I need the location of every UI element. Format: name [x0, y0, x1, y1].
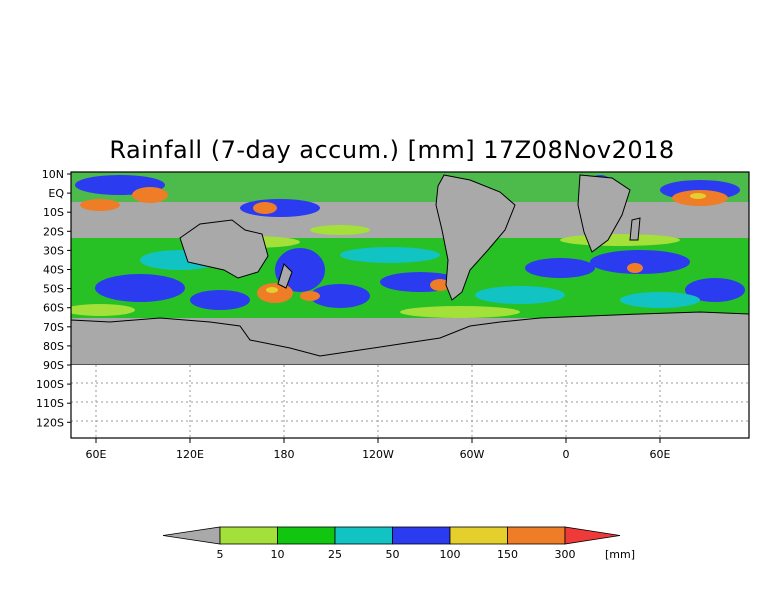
color-legend: 5 10 25 50 100 150 300 [mm] [162, 526, 635, 561]
legend-swatch [449, 526, 508, 545]
lat-label: 30S [43, 244, 64, 257]
very-heavy-rain-patches [80, 187, 728, 303]
lon-label: 180 [274, 448, 295, 461]
lat-label: 120S [36, 416, 64, 429]
lon-label: 120W [362, 448, 394, 461]
legend-threshold-label: 100 [440, 548, 461, 561]
moderate-rain-patches [140, 247, 700, 308]
lat-label: 60S [43, 302, 64, 315]
legend-swatch [277, 526, 336, 545]
lat-label: 40S [43, 264, 64, 277]
lon-label: 0 [563, 448, 570, 461]
legend-threshold-label: 10 [271, 548, 285, 561]
lat-label: EQ [48, 187, 64, 200]
lat-label: 10N [42, 168, 64, 181]
legend-unit-label: [mm] [605, 548, 635, 561]
legend-threshold-label: 25 [328, 548, 342, 561]
grid-lines [71, 365, 749, 438]
lat-label: 20S [43, 225, 64, 238]
rainfall-field [71, 172, 749, 438]
heavy-core-patches [266, 193, 706, 293]
map-frame [70, 171, 750, 439]
lon-label: 60E [86, 448, 107, 461]
lat-label: 80S [43, 340, 64, 353]
lat-label: 10S [43, 206, 64, 219]
legend-swatch [507, 526, 566, 545]
lat-label: 70S [43, 321, 64, 334]
tropical-band [71, 172, 749, 202]
legend-threshold-label: 5 [217, 548, 224, 561]
legend-swatch [392, 526, 451, 545]
legend-swatch-above [564, 526, 621, 545]
legend-threshold-label: 150 [497, 548, 518, 561]
legend-swatch-below [162, 526, 221, 545]
legend-threshold-label: 300 [555, 548, 576, 561]
lon-label: 120E [176, 448, 204, 461]
lon-label: 60W [460, 448, 485, 461]
longitude-labels: 60E 120E 180 120W 60W 0 60E [86, 438, 671, 461]
lat-label: 100S [36, 378, 64, 391]
lat-label: 90S [43, 359, 64, 372]
legend-swatch [219, 526, 278, 545]
lon-label: 60E [650, 448, 671, 461]
lat-label: 50S [43, 283, 64, 296]
legend-swatch [334, 526, 393, 545]
lat-label: 110S [36, 397, 64, 410]
latitude-labels: 10N EQ 10S 20S 30S 40S 50S 60S 70S 80S 90S 100S 110S… [36, 168, 71, 429]
coastlines [71, 174, 749, 366]
legend-threshold-label: 50 [386, 548, 400, 561]
map-title: Rainfall (7-day accum.) [mm] 17Z08Nov201… [109, 136, 675, 164]
